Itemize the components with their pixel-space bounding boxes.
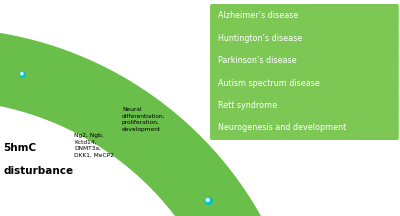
Text: Neural
differentiation,
proliferation,
development: Neural differentiation, proliferation, d… [122,107,166,132]
FancyBboxPatch shape [210,49,399,73]
Text: Alzheimer’s disease: Alzheimer’s disease [218,11,298,21]
FancyBboxPatch shape [210,71,399,95]
FancyBboxPatch shape [210,4,399,28]
Text: Ng2, Ngb,
Kctd14,
DNMT3a,
DKK1, MeCP2: Ng2, Ngb, Kctd14, DNMT3a, DKK1, MeCP2 [74,133,114,158]
Circle shape [20,72,25,77]
FancyBboxPatch shape [210,26,399,50]
Text: Rett syndrome: Rett syndrome [218,101,277,110]
FancyBboxPatch shape [210,94,399,118]
Text: Autism spectrum disease: Autism spectrum disease [218,79,320,88]
Circle shape [21,73,23,75]
FancyBboxPatch shape [210,116,399,140]
Text: Neurogenesis and development: Neurogenesis and development [218,124,346,132]
Circle shape [205,197,212,205]
Circle shape [206,198,209,202]
Text: Huntington’s disease: Huntington’s disease [218,34,302,43]
Text: 5hmC: 5hmC [3,143,36,153]
Polygon shape [0,28,268,216]
Text: Parkinson’s disease: Parkinson’s disease [218,56,297,65]
Text: disturbance: disturbance [3,166,73,176]
